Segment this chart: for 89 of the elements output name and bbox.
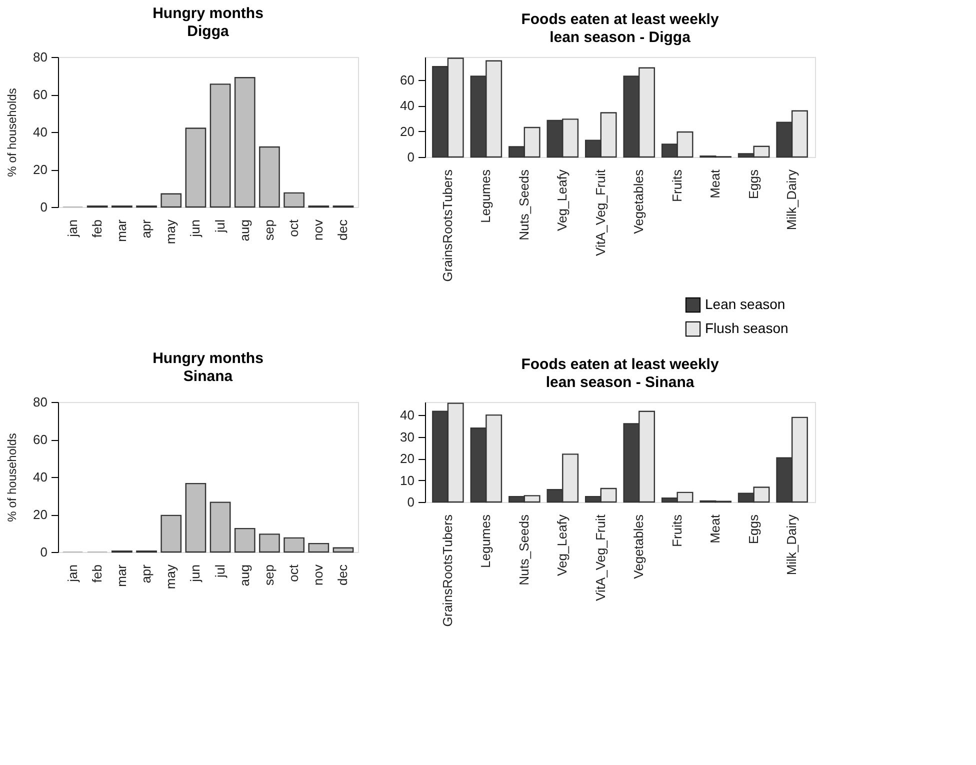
y-tick-label: 60 bbox=[33, 87, 48, 102]
x-tick-label: Legumes bbox=[478, 514, 494, 568]
x-tick-label: apr bbox=[138, 564, 154, 584]
y-tick-label: 10 bbox=[400, 472, 414, 488]
y-tick-label: 0 bbox=[40, 200, 48, 214]
x-tick-label: VitA_Veg_Fruit bbox=[592, 514, 608, 601]
bar bbox=[234, 528, 256, 553]
x-tick-label: dec bbox=[335, 564, 350, 586]
bar bbox=[185, 482, 206, 553]
y-tick-label: 0 bbox=[40, 544, 48, 560]
x-tick-label: Veg_Leafy bbox=[554, 514, 570, 576]
x-tick-label: oct bbox=[286, 564, 302, 582]
y-axis-title: % of households bbox=[5, 433, 20, 522]
y-tick-label: 20 bbox=[400, 124, 414, 139]
bar bbox=[210, 502, 231, 553]
x-tick-label: mar bbox=[114, 218, 129, 242]
bar bbox=[185, 128, 206, 208]
x-tick-label: Fruits bbox=[669, 169, 684, 202]
x-tick-label: Milk_Dairy bbox=[784, 169, 800, 230]
x-tick-label: oct bbox=[286, 219, 302, 237]
x-tick-label: sep bbox=[261, 220, 276, 240]
bar bbox=[284, 192, 304, 208]
x-tick-label: may bbox=[163, 564, 178, 590]
y-tick-label: 40 bbox=[400, 98, 414, 114]
bar bbox=[259, 534, 280, 553]
x-tick-label: jan bbox=[64, 220, 80, 238]
chart-subtitle: lean season - Digga bbox=[550, 29, 692, 46]
chart-subtitle: Digga bbox=[187, 23, 230, 40]
bar bbox=[160, 514, 182, 553]
y-tick-label: 60 bbox=[33, 432, 48, 447]
bar bbox=[308, 542, 330, 553]
chart-subtitle: lean season - Sinana bbox=[546, 374, 695, 391]
x-tick-label: nov bbox=[310, 219, 326, 240]
x-tick-label: jun bbox=[188, 564, 203, 583]
bar bbox=[210, 84, 231, 208]
x-tick-label: Eggs bbox=[746, 169, 761, 200]
x-tick-label: feb bbox=[89, 220, 104, 238]
chart-title: Foods eaten at least weekly bbox=[521, 356, 720, 373]
x-tick-label: aug bbox=[236, 220, 252, 242]
x-tick-label: apr bbox=[138, 218, 154, 238]
x-tick-label: feb bbox=[89, 564, 104, 583]
x-tick-label: sep bbox=[261, 564, 276, 586]
y-tick-label: 0 bbox=[407, 494, 414, 510]
chart-title: Foods eaten at least weekly bbox=[521, 11, 720, 28]
y-tick-label: 80 bbox=[33, 394, 48, 410]
y-tick-label: 20 bbox=[33, 162, 48, 177]
x-tick-label: Milk_Dairy bbox=[784, 514, 800, 576]
x-tick-label: Fruits bbox=[669, 514, 684, 547]
legend-label: Flush season bbox=[705, 320, 788, 336]
bar bbox=[332, 547, 354, 553]
x-tick-label: dec bbox=[335, 219, 350, 240]
y-tick-label: 80 bbox=[33, 50, 48, 64]
x-tick-label: GrainsRootsTubers bbox=[440, 169, 455, 282]
x-tick-label: nov bbox=[310, 564, 326, 586]
y-tick-label: 40 bbox=[33, 470, 48, 484]
x-tick-label: mar bbox=[114, 564, 129, 587]
x-tick-label: Meat bbox=[708, 514, 723, 544]
bar bbox=[160, 193, 182, 208]
y-tick-label: 40 bbox=[400, 408, 414, 423]
chart-title: Hungry months bbox=[152, 5, 264, 22]
x-tick-label: Meat bbox=[708, 169, 723, 198]
y-axis-title: % of households bbox=[5, 88, 20, 177]
y-tick-label: 60 bbox=[400, 72, 414, 88]
x-tick-label: Nuts_Seeds bbox=[516, 514, 532, 586]
legend-label: Lean season bbox=[705, 296, 786, 312]
bar bbox=[284, 537, 304, 553]
x-tick-label: may bbox=[163, 219, 178, 244]
x-tick-label: VitA_Veg_Fruit bbox=[592, 169, 608, 256]
x-tick-label: GrainsRootsTubers bbox=[440, 514, 455, 627]
x-tick-label: Vegetables bbox=[631, 169, 646, 234]
x-tick-label: Eggs bbox=[746, 514, 761, 544]
x-tick-label: Legumes bbox=[478, 169, 494, 223]
x-tick-label: Vegetables bbox=[631, 514, 646, 579]
chart-subtitle: Sinana bbox=[183, 368, 234, 385]
x-tick-label: Veg_Leafy bbox=[554, 169, 570, 231]
y-tick-label: 20 bbox=[33, 507, 48, 522]
y-tick-label: 0 bbox=[407, 150, 414, 164]
x-tick-label: Nuts_Seeds bbox=[516, 169, 532, 240]
bar bbox=[259, 146, 280, 208]
y-tick-label: 40 bbox=[33, 124, 48, 140]
chart-title: Hungry months bbox=[152, 350, 264, 367]
y-tick-label: 30 bbox=[400, 429, 414, 444]
x-tick-label: aug bbox=[236, 564, 252, 586]
x-tick-label: jun bbox=[188, 220, 203, 238]
x-tick-label: jul bbox=[212, 564, 228, 579]
y-tick-label: 20 bbox=[400, 451, 414, 466]
x-tick-label: jan bbox=[64, 564, 80, 583]
bar bbox=[234, 77, 256, 208]
x-tick-label: jul bbox=[212, 219, 228, 234]
